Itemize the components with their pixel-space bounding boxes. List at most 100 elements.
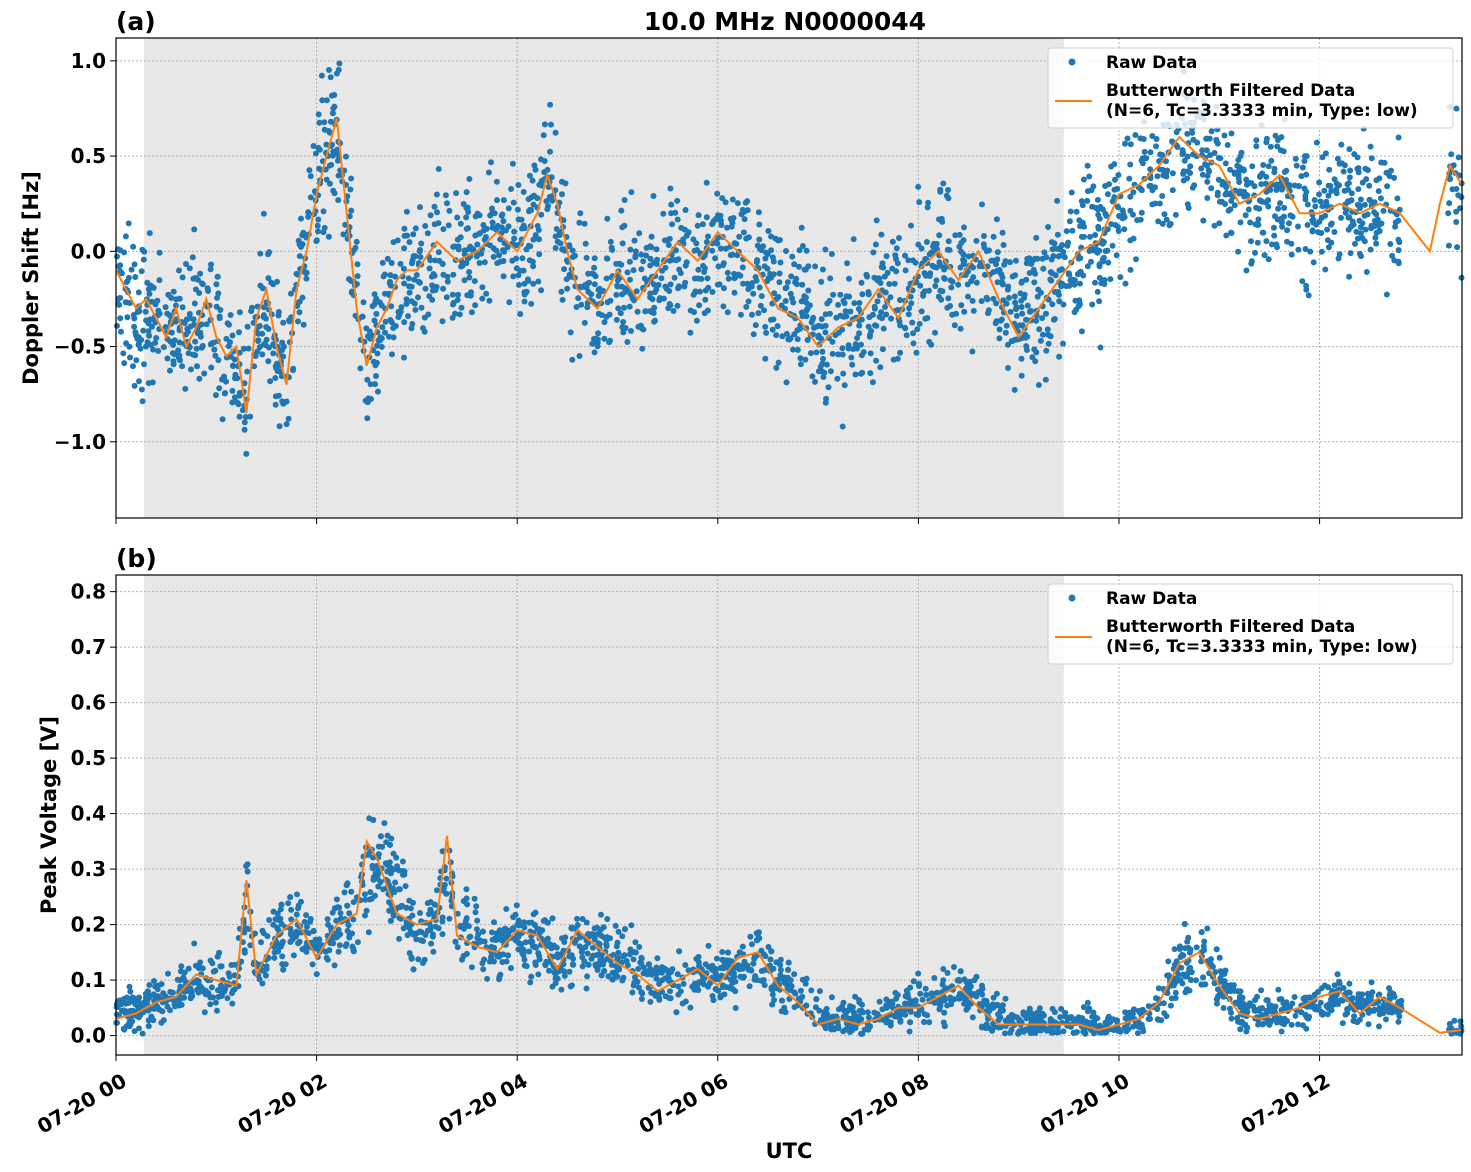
raw-data-point [536, 926, 543, 933]
raw-data-point [1026, 270, 1033, 276]
raw-data-point [1080, 176, 1087, 183]
raw-data-point [1216, 220, 1223, 227]
raw-data-point [381, 820, 388, 827]
raw-data-point [906, 305, 913, 312]
raw-data-point [1371, 209, 1378, 216]
raw-data-point [333, 896, 340, 903]
raw-data-point [131, 1028, 138, 1035]
raw-data-point [1027, 308, 1034, 315]
raw-data-point [932, 329, 938, 336]
raw-data-point [530, 280, 537, 287]
raw-data-point [757, 302, 764, 309]
raw-data-point [397, 260, 404, 267]
raw-data-point [410, 253, 417, 260]
raw-data-point [443, 294, 450, 301]
raw-data-point [1033, 234, 1040, 241]
raw-data-point [258, 939, 264, 946]
raw-data-point [542, 961, 549, 968]
raw-data-point [1248, 238, 1254, 245]
raw-data-point [261, 341, 268, 348]
raw-data-point [615, 949, 622, 956]
raw-data-point [426, 265, 433, 272]
raw-data-point [256, 976, 263, 983]
raw-data-point [1455, 154, 1462, 161]
raw-data-point [798, 224, 805, 231]
raw-data-point [140, 256, 147, 263]
raw-data-point [852, 371, 859, 378]
raw-data-point [1089, 301, 1096, 308]
raw-data-point [271, 954, 278, 961]
raw-data-point [703, 214, 710, 221]
raw-data-point [651, 281, 657, 288]
raw-data-point [775, 359, 782, 366]
raw-data-point [1343, 990, 1349, 997]
chart-title: 10.0 MHz N0000044 [644, 7, 926, 36]
raw-data-point [114, 322, 120, 329]
raw-data-point [724, 269, 731, 276]
raw-data-point [773, 364, 780, 371]
raw-data-point [1019, 310, 1026, 317]
raw-data-point [720, 285, 727, 292]
raw-data-point [1279, 223, 1286, 230]
raw-data-point [329, 92, 335, 99]
raw-data-point [1375, 188, 1382, 195]
raw-data-point [776, 270, 783, 277]
raw-data-point [1222, 160, 1229, 167]
raw-data-point [1086, 1005, 1092, 1012]
raw-data-point [463, 214, 470, 221]
raw-data-point [229, 1000, 236, 1007]
raw-data-point [401, 354, 407, 361]
raw-data-point [333, 917, 340, 924]
raw-data-point [802, 356, 809, 363]
raw-data-point [326, 180, 333, 187]
raw-data-point [1237, 219, 1244, 226]
raw-data-point [296, 309, 303, 316]
raw-data-point [279, 961, 286, 968]
raw-data-point [212, 999, 219, 1006]
raw-data-point [578, 301, 585, 308]
raw-data-point [407, 905, 414, 912]
raw-data-point [1299, 164, 1306, 171]
raw-data-point [1346, 273, 1353, 280]
raw-data-point [1140, 136, 1147, 142]
raw-data-point [850, 1009, 857, 1016]
raw-data-point [195, 989, 202, 996]
raw-data-point [803, 975, 810, 982]
raw-data-point [1039, 255, 1046, 262]
raw-data-point [1149, 201, 1156, 208]
raw-data-point [196, 375, 203, 382]
raw-data-point [1299, 1022, 1306, 1029]
raw-data-point [585, 961, 592, 968]
raw-data-point [406, 283, 412, 290]
raw-data-point [1060, 301, 1067, 308]
raw-data-point [1161, 211, 1168, 218]
raw-data-point [802, 266, 809, 273]
raw-data-point [544, 919, 551, 926]
raw-data-point [735, 962, 742, 969]
raw-data-point [872, 241, 879, 248]
raw-data-point [175, 347, 182, 354]
raw-data-point [847, 308, 854, 315]
raw-data-point [1007, 259, 1013, 266]
raw-data-point [1256, 173, 1263, 180]
raw-data-point [500, 273, 507, 280]
raw-data-point [783, 248, 789, 254]
raw-data-point [1043, 347, 1050, 354]
raw-data-point [1237, 1026, 1244, 1033]
raw-data-point [915, 183, 922, 190]
raw-data-point [614, 277, 621, 284]
raw-data-point [750, 290, 757, 297]
raw-data-point [630, 956, 637, 963]
raw-data-point [985, 310, 991, 317]
raw-data-point [1263, 238, 1270, 245]
raw-data-point [167, 367, 173, 374]
raw-data-point [1153, 136, 1160, 142]
raw-data-point [965, 253, 972, 260]
raw-data-point [371, 317, 378, 324]
raw-data-point [1011, 293, 1018, 300]
raw-data-point [457, 234, 464, 241]
raw-data-point [1244, 1008, 1251, 1015]
raw-data-point [1266, 1021, 1273, 1028]
raw-data-point [737, 973, 744, 980]
raw-data-point [1043, 310, 1049, 317]
